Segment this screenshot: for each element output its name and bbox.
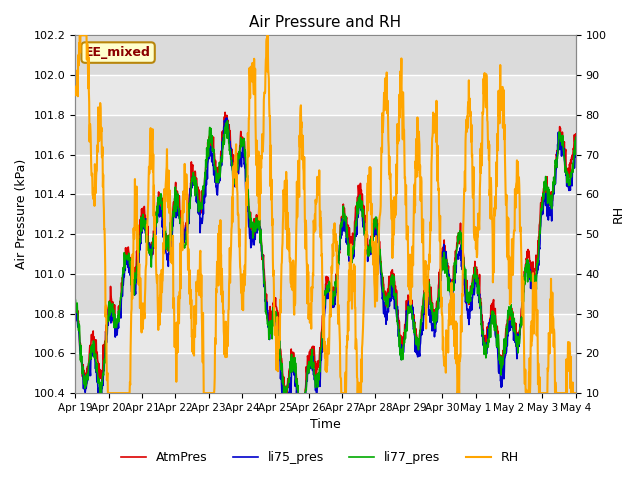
Bar: [75, 36, 576, 75]
RH: [357, 387, 365, 393]
li75_pres: [294, 400, 302, 406]
li75_pres: [297, 428, 305, 434]
Legend: AtmPres, li75_pres, li77_pres, RH: AtmPres, li75_pres, li77_pres, RH: [116, 446, 524, 469]
Y-axis label: Air Pressure (kPa): Air Pressure (kPa): [15, 159, 28, 269]
li77_pres: [284, 383, 292, 389]
li77_pres: [572, 134, 580, 140]
Bar: [75, 313, 576, 353]
li75_pres: [110, 323, 118, 329]
AtmPres: [357, 181, 365, 187]
li77_pres: [304, 368, 312, 373]
Line: li77_pres: li77_pres: [75, 121, 576, 421]
Bar: [75, 353, 576, 393]
Line: li75_pres: li75_pres: [75, 118, 576, 431]
li77_pres: [223, 118, 231, 124]
AtmPres: [284, 376, 292, 382]
RH: [71, 84, 79, 90]
Bar: [75, 234, 576, 274]
AtmPres: [296, 415, 304, 420]
li75_pres: [284, 398, 292, 404]
RH: [104, 390, 112, 396]
AtmPres: [572, 131, 580, 137]
li75_pres: [71, 300, 79, 306]
Bar: [75, 115, 576, 155]
li75_pres: [131, 288, 138, 293]
li77_pres: [294, 396, 302, 402]
RH: [284, 235, 292, 240]
li75_pres: [223, 115, 230, 121]
Title: Air Pressure and RH: Air Pressure and RH: [250, 15, 401, 30]
Bar: [75, 155, 576, 194]
AtmPres: [294, 395, 302, 401]
li75_pres: [304, 364, 312, 370]
RH: [294, 171, 302, 177]
Y-axis label: RH: RH: [612, 205, 625, 223]
li77_pres: [131, 292, 138, 298]
AtmPres: [71, 300, 79, 306]
Line: RH: RH: [75, 36, 576, 393]
li77_pres: [357, 201, 365, 206]
Text: EE_mixed: EE_mixed: [85, 46, 151, 59]
li75_pres: [357, 205, 365, 211]
li77_pres: [298, 419, 305, 424]
AtmPres: [221, 109, 229, 115]
AtmPres: [131, 266, 138, 272]
AtmPres: [304, 353, 312, 359]
RH: [572, 390, 580, 396]
Bar: [75, 194, 576, 234]
li77_pres: [110, 308, 118, 313]
li75_pres: [572, 154, 580, 159]
AtmPres: [110, 312, 118, 318]
li77_pres: [71, 296, 79, 301]
RH: [76, 33, 84, 38]
Line: AtmPres: AtmPres: [75, 112, 576, 418]
RH: [304, 262, 312, 267]
RH: [111, 390, 118, 396]
RH: [131, 176, 139, 182]
Bar: [75, 274, 576, 313]
Bar: [75, 75, 576, 115]
X-axis label: Time: Time: [310, 419, 341, 432]
